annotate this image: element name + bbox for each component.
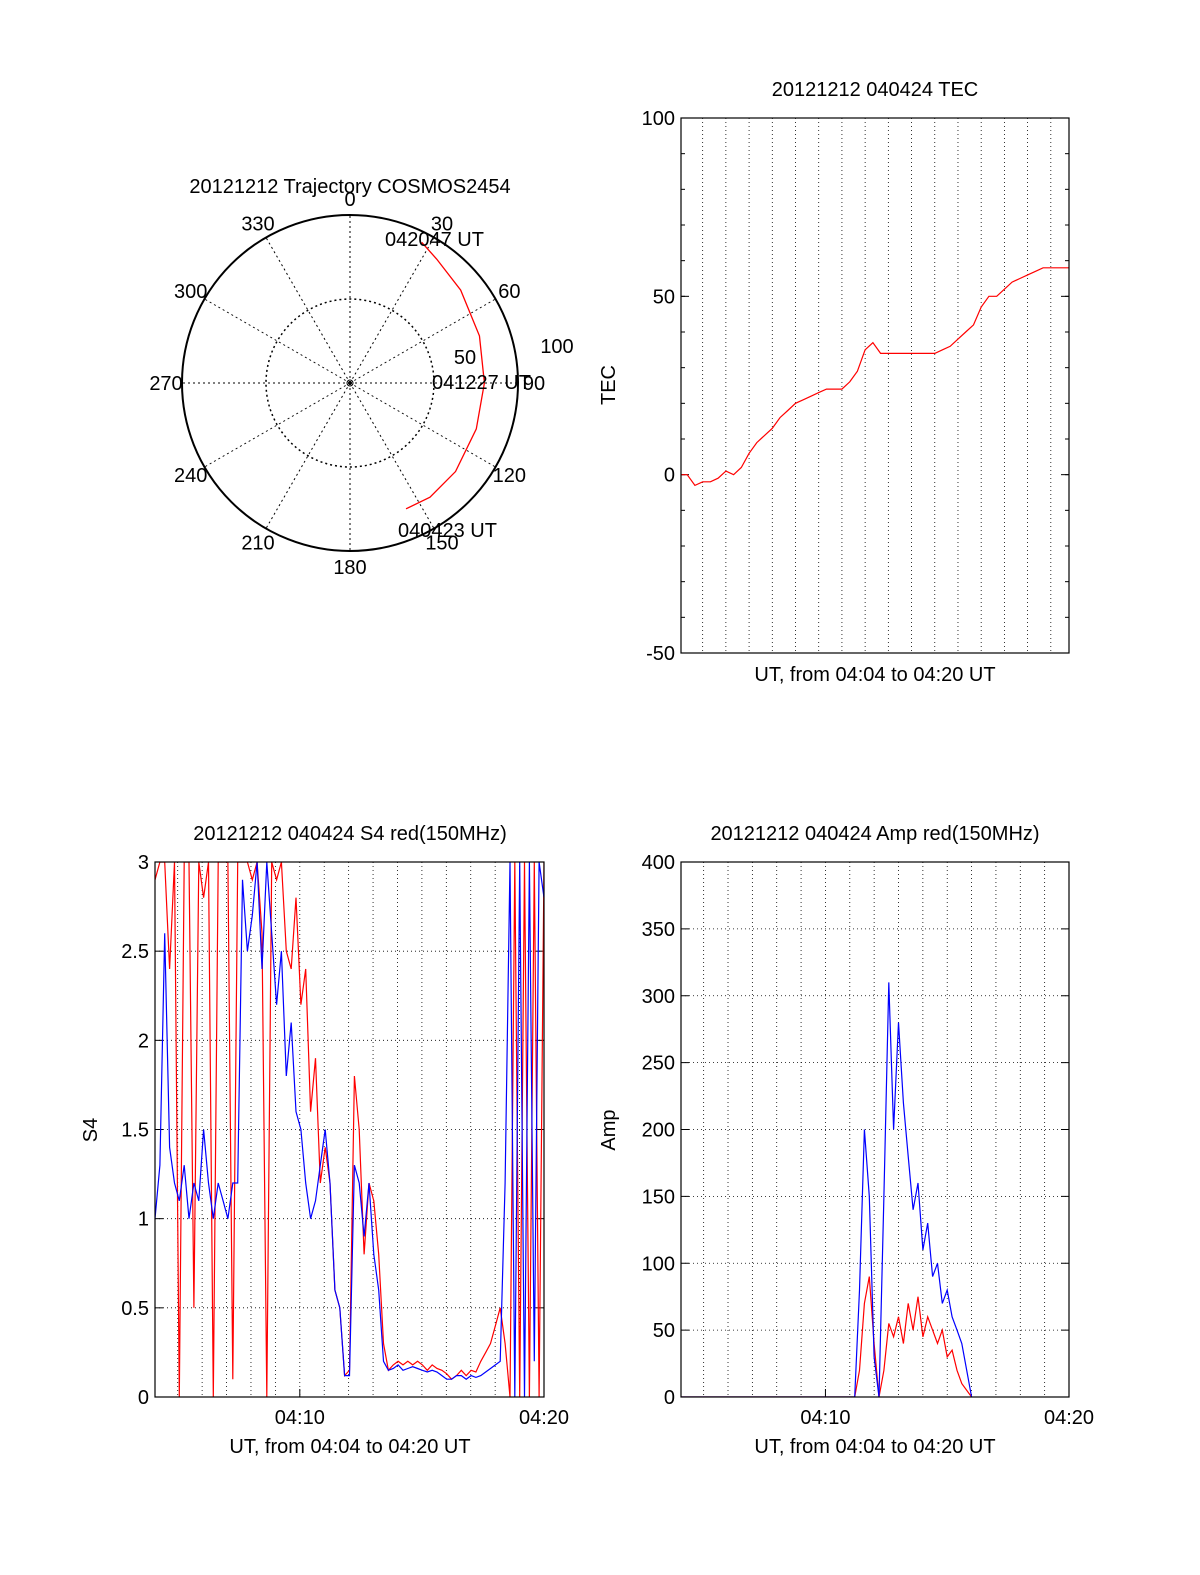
polar-angle-label: 120 [493, 465, 526, 487]
polar-spoke [349, 237, 435, 384]
y-tick-label: 100 [642, 108, 675, 130]
trajectory-end-label: 042047 UT [385, 229, 484, 251]
series-line-red [681, 267, 1069, 487]
polar-spoke [204, 298, 351, 384]
series-line-red [681, 1276, 973, 1397]
polar-angle-label: 330 [241, 214, 274, 236]
polar-angle-label: 240 [174, 465, 207, 487]
amp-xlabel: UT, from 04:04 to 04:20 UT [754, 1436, 995, 1458]
y-tick-label: 0 [664, 465, 675, 487]
y-tick-label: 300 [642, 986, 675, 1008]
y-tick-label: 0 [138, 1387, 149, 1409]
s4-plot: 0 0.5 1 1.5 2 2.5 3 04:10 04:20 [121, 852, 569, 1429]
y-tick-label: 2 [138, 1030, 149, 1052]
y-tick-label: 0.5 [121, 1298, 149, 1320]
s4-title: 20121212 040424 S4 red(150MHz) [193, 823, 507, 845]
trajectory-mid-label: 041227 UT [432, 372, 531, 394]
x-tick-label: 04:20 [519, 1407, 569, 1429]
plot-frame [680, 861, 1070, 1398]
x-tick-label: 04:10 [800, 1407, 850, 1429]
amp-plot: 0 50 100 150 200 250 300 350 400 04:10 04:20 [642, 852, 1094, 1429]
y-tick-label: 250 [642, 1053, 675, 1075]
y-tick-label: -50 [646, 643, 675, 665]
polar-spoke [349, 298, 496, 384]
polar-angle-label: 30 [431, 214, 453, 236]
polar-center [346, 379, 354, 387]
y-tick-label: 1.5 [121, 1120, 149, 1142]
x-tick-label: 04:20 [1044, 1407, 1094, 1429]
tec-xlabel: UT, from 04:04 to 04:20 UT [754, 664, 995, 686]
y-tick-label: 2.5 [121, 941, 149, 963]
polar-angle-label: 0 [344, 189, 355, 211]
polar-angle-label: 90 [523, 373, 545, 395]
amp-title: 20121212 040424 Amp red(150MHz) [710, 823, 1039, 845]
y-tick-label: 400 [642, 852, 675, 874]
tec-plot: -50 0 50 100 [642, 108, 1070, 665]
y-tick-label: 150 [642, 1186, 675, 1208]
polar-outer-circle [181, 214, 519, 552]
polar-ring-50 [265, 298, 435, 468]
polar-spoke [204, 382, 351, 468]
trajectory-start-label: 040423 UT [398, 520, 497, 542]
polar-radial-label: 100 [540, 336, 573, 358]
polar-angle-label: 180 [333, 557, 366, 579]
tec-title: 20121212 040424 TEC [772, 79, 978, 101]
polar-angle-label: 150 [425, 532, 458, 554]
plot-frame [680, 117, 1070, 654]
polar-spoke [349, 382, 435, 529]
polar-spoke [349, 382, 496, 468]
polar-angle-label: 300 [174, 281, 207, 303]
polar-angle-label: 210 [241, 532, 274, 554]
y-tick-label: 1 [138, 1209, 149, 1231]
amp-ylabel: Amp [598, 1109, 620, 1150]
trajectory-line [405, 241, 486, 510]
plot-frame [154, 861, 545, 1398]
series-line-blue [155, 862, 544, 1397]
polar-angle-label: 60 [498, 281, 520, 303]
x-tick-label: 04:10 [275, 1407, 325, 1429]
s4-xlabel: UT, from 04:04 to 04:20 UT [229, 1436, 470, 1458]
y-tick-label: 200 [642, 1120, 675, 1142]
y-tick-label: 50 [653, 286, 675, 308]
y-tick-label: 50 [653, 1320, 675, 1342]
y-tick-label: 3 [138, 852, 149, 874]
y-tick-label: 350 [642, 919, 675, 941]
series-line-red [155, 862, 544, 1397]
polar-radial-label: 50 [454, 347, 476, 369]
s4-ylabel: S4 [80, 1118, 102, 1142]
polar-angle-label: 270 [149, 373, 182, 395]
series-line-blue [681, 982, 973, 1397]
tec-ylabel: TEC [598, 365, 620, 405]
y-tick-label: 100 [642, 1253, 675, 1275]
trajectory-plot: 0 30 60 90 120 150 180 210 240 270 300 330 50 100 0404… [149, 189, 573, 579]
trajectory-title: 20121212 Trajectory COSMOS2454 [189, 176, 510, 198]
polar-spoke [265, 237, 351, 384]
y-tick-label: 0 [664, 1387, 675, 1409]
